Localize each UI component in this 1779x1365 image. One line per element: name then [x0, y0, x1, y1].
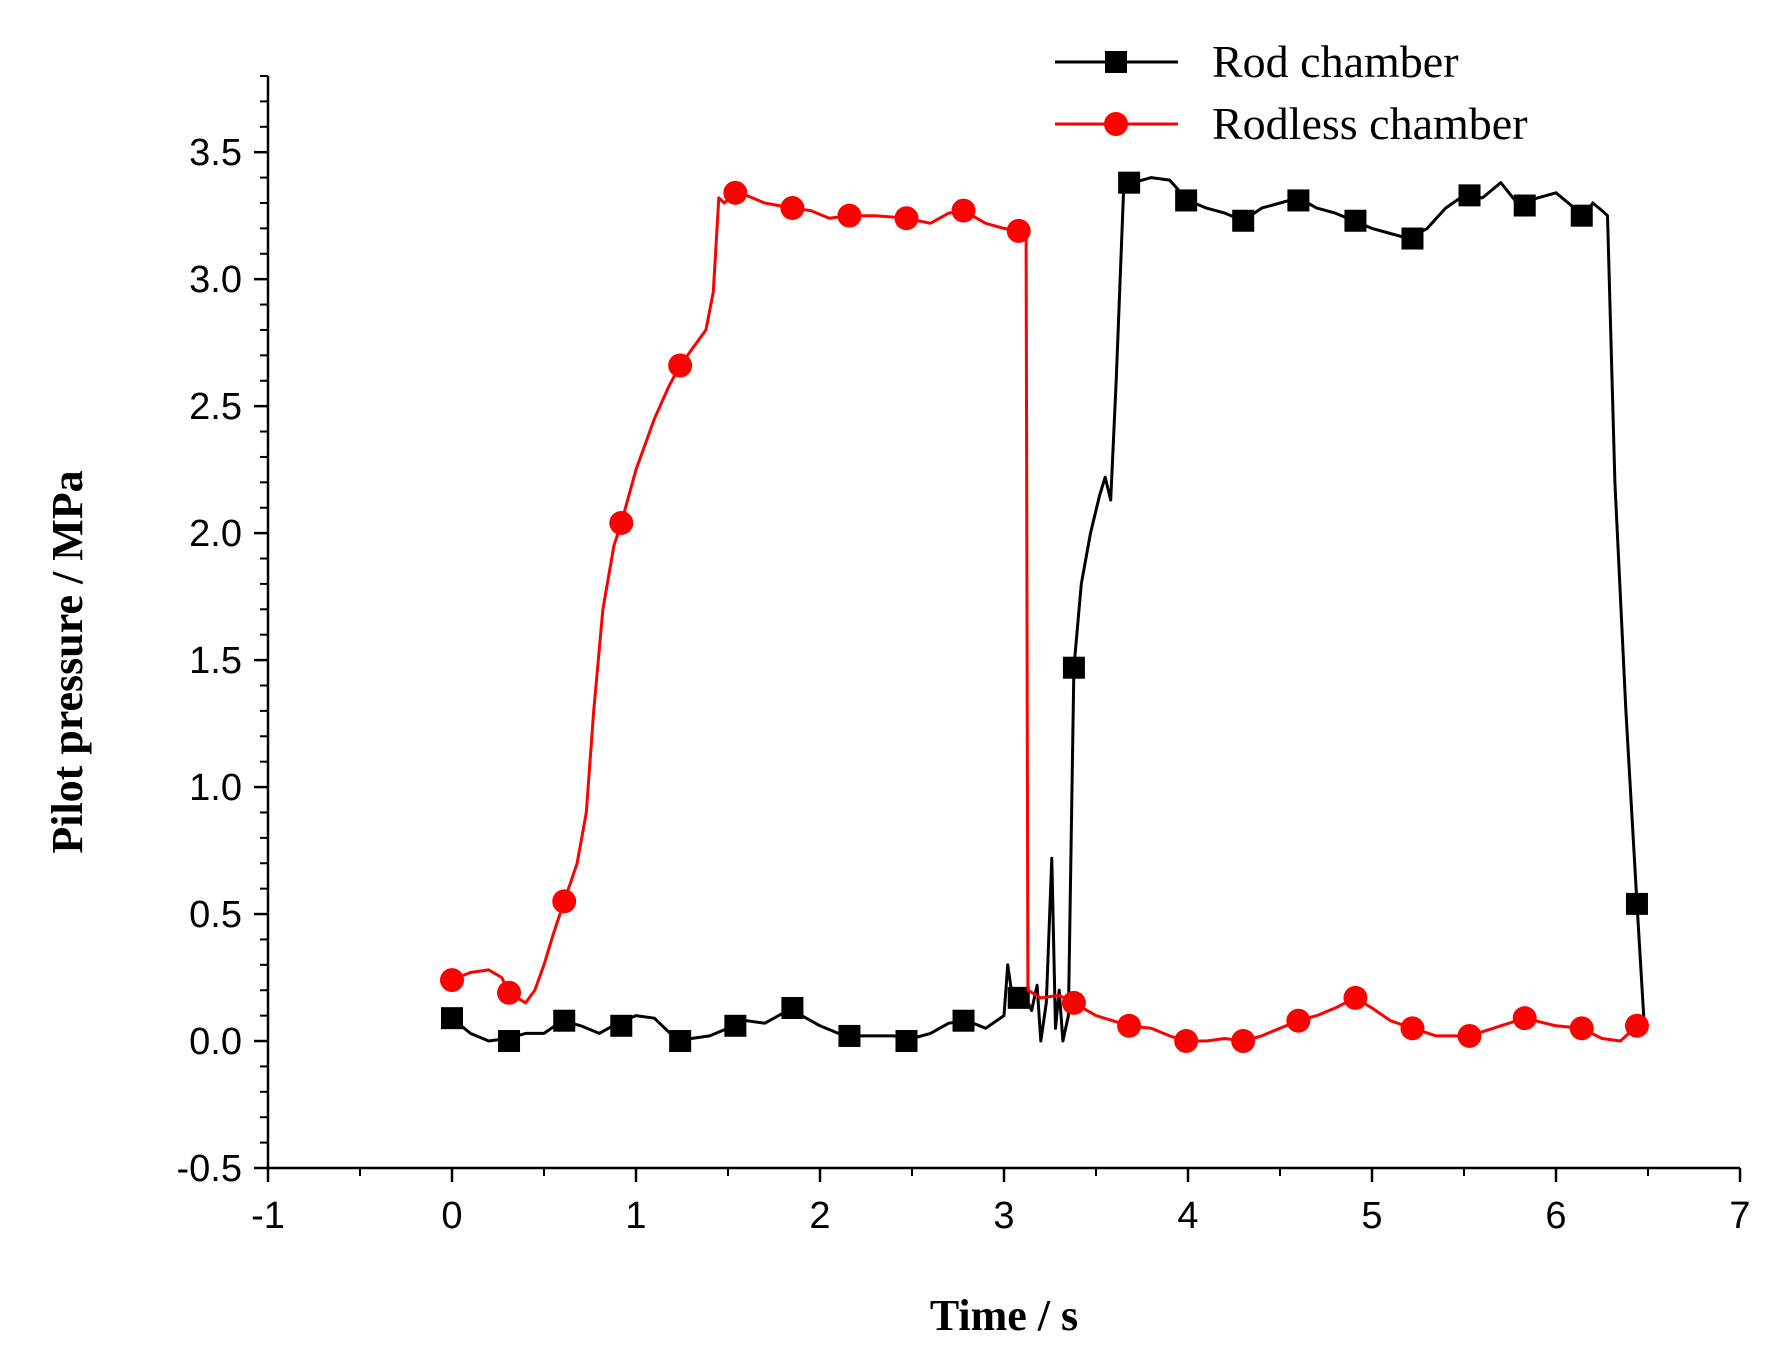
data-point — [895, 1030, 918, 1053]
data-point — [1624, 1013, 1649, 1038]
data-point — [1231, 1029, 1256, 1054]
data-point — [552, 889, 577, 914]
x-tick-label: 0 — [441, 1195, 462, 1237]
data-point — [610, 1014, 633, 1037]
y-ticks: -0.5 0.0 0.5 1.0 1.5 2.0 2.5 3.0 3.5 — [177, 75, 268, 1190]
data-point — [498, 1030, 521, 1053]
data-point — [1401, 227, 1424, 250]
x-tick-label: -1 — [251, 1195, 285, 1237]
series-rodless-chamber — [440, 180, 1649, 1054]
data-point — [441, 1007, 463, 1030]
data-point — [781, 997, 804, 1020]
data-point — [1625, 892, 1648, 915]
data-point — [553, 1009, 576, 1032]
data-point — [838, 1024, 861, 1047]
axes: -1 0 1 2 3 4 5 6 7 -0.5 0.0 0.5 1.0 1.5 2.0 2.5 3.0 3.5 — [177, 75, 1751, 1237]
data-point — [723, 180, 748, 205]
data-point — [497, 980, 522, 1005]
x-tick-label: 1 — [625, 1195, 646, 1237]
data-point — [1175, 189, 1198, 212]
data-point — [1287, 189, 1310, 212]
x-tick-label: 2 — [809, 1195, 830, 1237]
y-tick-label: 2.0 — [189, 513, 242, 555]
legend-marker — [1104, 112, 1128, 136]
plot-series — [440, 171, 1649, 1054]
y-tick-label: -0.5 — [177, 1148, 242, 1190]
data-point — [1061, 990, 1086, 1015]
y-tick-label: 3.5 — [189, 132, 242, 174]
data-point — [440, 968, 464, 993]
data-point — [1400, 1016, 1425, 1041]
data-point — [1570, 204, 1593, 227]
data-point — [1117, 1013, 1142, 1038]
data-point — [1512, 1006, 1537, 1031]
x-tick-label: 6 — [1545, 1195, 1566, 1237]
data-point — [1458, 184, 1481, 207]
data-point — [1232, 209, 1255, 232]
x-ticks: -1 0 1 2 3 4 5 6 7 — [251, 1168, 1751, 1237]
data-point — [1174, 1029, 1199, 1054]
y-tick-label: 0.5 — [189, 894, 242, 936]
data-point — [1513, 194, 1536, 217]
legend-marker — [1105, 51, 1127, 73]
data-point — [1344, 209, 1367, 232]
data-point — [668, 353, 693, 378]
y-tick-label: 2.5 — [189, 386, 242, 428]
x-tick-label: 7 — [1729, 1195, 1750, 1237]
legend-item-rodless-chamber: Rodless chamber — [1055, 98, 1528, 149]
y-tick-label: 3.0 — [189, 259, 242, 301]
x-axis-title: Time / s — [930, 1291, 1078, 1340]
y-tick-label: 1.0 — [189, 767, 242, 809]
data-point — [952, 1009, 975, 1032]
data-point — [1006, 218, 1031, 243]
legend-label: Rodless chamber — [1212, 98, 1528, 149]
series-line-rodless-chamber — [451, 191, 1645, 1043]
data-point — [1062, 656, 1085, 679]
x-tick-label: 3 — [993, 1195, 1014, 1237]
legend-item-rod-chamber: Rod chamber — [1055, 36, 1459, 87]
data-point — [894, 206, 919, 231]
y-tick-label: 1.5 — [189, 640, 242, 682]
data-point — [1286, 1008, 1311, 1033]
legend: Rod chamber Rodless chamber — [1055, 36, 1528, 149]
data-point — [1569, 1016, 1594, 1041]
data-point — [1343, 985, 1368, 1010]
data-point — [609, 510, 634, 535]
data-point — [669, 1030, 692, 1053]
data-point — [724, 1014, 747, 1037]
y-axis-title: Pilot pressure / MPa — [43, 470, 92, 853]
series-rod-chamber — [441, 171, 1648, 1053]
data-point — [780, 196, 805, 221]
data-point — [951, 198, 976, 223]
data-point — [1118, 171, 1141, 194]
data-point — [1457, 1023, 1482, 1048]
x-tick-label: 5 — [1361, 1195, 1382, 1237]
data-point — [1007, 986, 1030, 1009]
x-tick-label: 4 — [1177, 1195, 1198, 1237]
y-tick-label: 0.0 — [189, 1021, 242, 1063]
legend-label: Rod chamber — [1212, 36, 1459, 87]
data-point — [837, 203, 862, 228]
series-line-rod-chamber — [451, 176, 1646, 1043]
